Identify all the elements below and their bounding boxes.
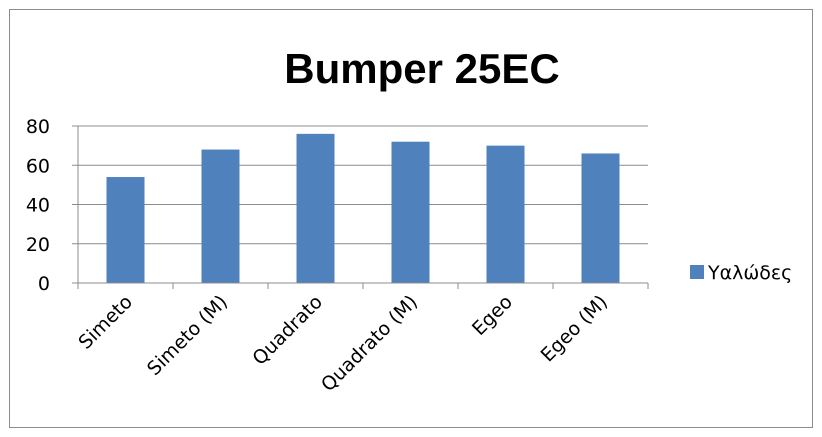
x-tick-label-1: Simeto (M) (143, 291, 232, 380)
axes (77, 126, 649, 289)
y-tick-label-0: 0 (38, 273, 50, 295)
x-tick-label-3: Quadrato (M) (317, 291, 422, 396)
x-tick-label-5: Egeo (M) (537, 291, 612, 366)
bar-4 (486, 145, 525, 283)
y-tick-label-60: 60 (26, 155, 50, 177)
y-tick-label-80: 80 (26, 116, 50, 138)
bars (106, 133, 620, 283)
x-tick-label-4: Egeo (468, 291, 517, 340)
chart-title: Bumper 25EC (284, 45, 559, 92)
legend: Υαλώδες (690, 262, 792, 284)
bar-0 (106, 177, 145, 283)
x-tick-label-0: Simeto (74, 291, 137, 354)
bar-5 (581, 153, 620, 283)
y-tick-labels: 0 20 40 60 80 (26, 116, 50, 295)
y-tick-label-40: 40 (26, 195, 50, 217)
bar-2 (296, 133, 335, 283)
gridlines (72, 125, 648, 284)
x-tick-label-2: Quadrato (248, 291, 327, 370)
legend-label: Υαλώδες (707, 262, 792, 284)
bar-3 (391, 141, 430, 283)
bar-1 (201, 149, 240, 283)
y-tick-label-20: 20 (26, 234, 50, 256)
legend-swatch (690, 265, 704, 279)
